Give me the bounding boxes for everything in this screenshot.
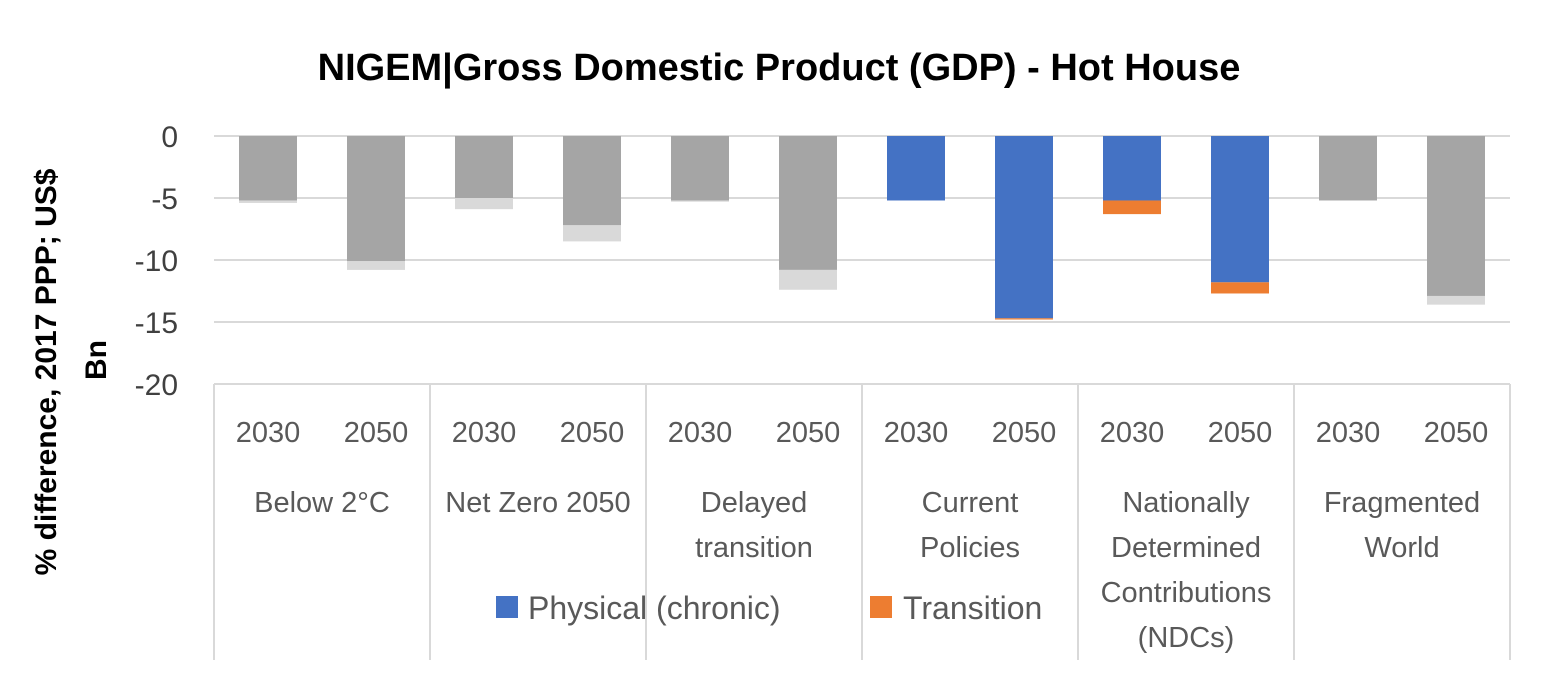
x-tick-label-year: 2030 [1100, 417, 1165, 449]
x-tick-label-year: 2050 [1208, 417, 1273, 449]
y-tick-label: 0 [161, 121, 178, 154]
bar-transition [347, 261, 405, 270]
bar-transition [1211, 282, 1269, 294]
bar-transition [1427, 295, 1485, 305]
x-category-label: Below 2°C [254, 487, 390, 519]
legend: Physical (chronic) Transition [496, 590, 1042, 626]
bar-physical-chronic [671, 136, 729, 201]
bar-physical-chronic [239, 136, 297, 201]
x-tick-label-year: 2050 [1424, 417, 1489, 449]
legend-swatch-transition [870, 596, 892, 618]
x-tick-label-year: 2030 [1316, 417, 1381, 449]
bar-physical-chronic [347, 136, 405, 262]
x-tick-label-year: 2050 [992, 417, 1057, 449]
bar-physical-chronic [455, 136, 513, 198]
legend-label-transition: Transition [903, 590, 1042, 626]
bar-physical-chronic [1103, 136, 1161, 201]
y-tick-label: -15 [135, 307, 178, 340]
x-category-label: (NDCs) [1138, 622, 1235, 654]
x-tick-label-year: 2050 [560, 417, 625, 449]
bar-physical-chronic [887, 136, 945, 201]
legend-swatch-physical-chronic [496, 596, 518, 618]
legend-label-physical-chronic: Physical (chronic) [528, 590, 781, 626]
bars [239, 136, 1485, 320]
x-category-label: Nationally [1122, 487, 1250, 519]
x-category-label: Delayed [701, 487, 807, 519]
chart-title: NIGEM|Gross Domestic Product (GDP) - Hot… [318, 47, 1241, 89]
x-tick-label-year: 2050 [344, 417, 409, 449]
y-axis-ticks: 0 -5 -10 -15 -20 [135, 121, 178, 402]
bar-transition [239, 200, 297, 203]
bar-physical-chronic [1211, 136, 1269, 283]
x-tick-label-year: 2030 [236, 417, 301, 449]
bar-physical-chronic [1427, 136, 1485, 296]
bar-transition [563, 225, 621, 242]
x-tick-label-year: 2050 [776, 417, 841, 449]
bar-transition [779, 269, 837, 290]
bar-transition [1103, 200, 1161, 215]
x-axis: 2030 2050 Below 2°C 2030 2050 Net Zero 2050 20… [213, 384, 1511, 660]
y-tick-label: -10 [135, 245, 178, 278]
bar-physical-chronic [563, 136, 621, 226]
y-tick-label: -5 [151, 183, 178, 216]
x-category-label: Net Zero 2050 [445, 487, 630, 519]
bar-transition [671, 200, 729, 202]
bar-physical-chronic [779, 136, 837, 270]
bar-transition [455, 198, 513, 210]
x-category-label: Fragmented [1324, 487, 1480, 519]
y-axis-label-line-1: % difference, 2017 PPP; US$ [30, 168, 63, 575]
y-tick-label: -20 [135, 369, 178, 402]
x-category-label: Contributions [1101, 577, 1272, 609]
x-category-label: Determined [1111, 532, 1261, 564]
x-tick-label-year: 2030 [668, 417, 733, 449]
x-category-label: transition [695, 532, 813, 564]
bar-physical-chronic [1319, 136, 1377, 201]
x-category-label: Current [922, 487, 1019, 519]
gridlines [214, 135, 1510, 385]
x-tick-label-year: 2030 [884, 417, 949, 449]
y-axis-label-line-2: Bn [80, 340, 113, 380]
y-axis-label: % difference, 2017 PPP; US$ Bn [30, 168, 113, 575]
x-tick-label-year: 2030 [452, 417, 517, 449]
bar-physical-chronic [995, 136, 1053, 319]
bar-transition [995, 318, 1053, 320]
x-category-label: World [1364, 532, 1439, 564]
x-category-label: Policies [920, 532, 1020, 564]
